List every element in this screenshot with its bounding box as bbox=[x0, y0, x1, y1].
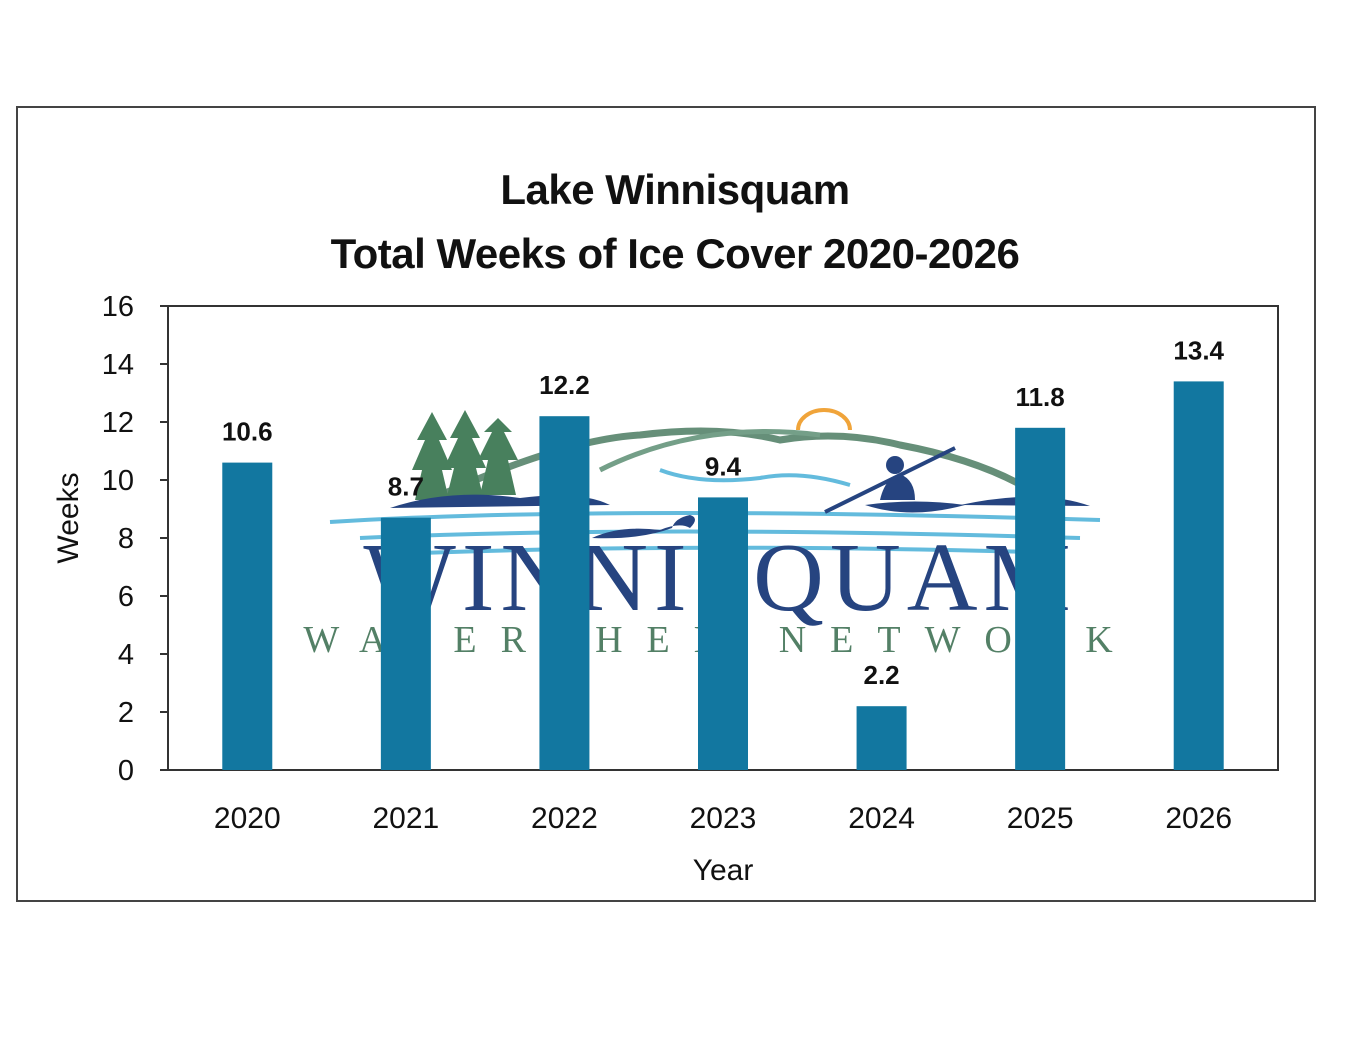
x-tick-label-2026: 2026 bbox=[1165, 802, 1232, 835]
bar-2023 bbox=[698, 497, 748, 770]
x-tick-label-2022: 2022 bbox=[531, 802, 598, 835]
bar-2020 bbox=[222, 462, 273, 770]
y-tick-label: 0 bbox=[118, 755, 134, 787]
y-tick-label: 6 bbox=[118, 581, 134, 613]
x-tick-label-2023: 2023 bbox=[690, 802, 757, 835]
data-label-2025: 11.8 bbox=[1016, 382, 1065, 412]
y-axis: 0 2 4 6 8 10 12 14 16 bbox=[102, 291, 168, 787]
sun-icon bbox=[796, 408, 852, 431]
bar-2022 bbox=[539, 416, 590, 770]
y-tick-label: 12 bbox=[102, 407, 134, 439]
x-tick-label-2021: 2021 bbox=[372, 802, 439, 835]
data-label-2021: 8.7 bbox=[388, 472, 424, 502]
data-labels: 10.6 8.7 12.2 9.4 2.2 11.8 13.4 bbox=[222, 335, 1225, 690]
data-label-2020: 10.6 bbox=[222, 417, 273, 447]
data-label-2023: 9.4 bbox=[705, 451, 742, 481]
x-tick-label-2020: 2020 bbox=[214, 802, 281, 835]
bar-2024 bbox=[856, 706, 907, 770]
y-tick-label: 14 bbox=[102, 349, 134, 381]
y-tick-label: 16 bbox=[102, 291, 134, 323]
chart-title: Lake Winnisquam bbox=[500, 166, 850, 213]
y-tick-label: 2 bbox=[118, 697, 134, 729]
loon-icon bbox=[592, 515, 695, 539]
bar-2026 bbox=[1173, 381, 1224, 770]
kayaker-icon bbox=[824, 446, 965, 514]
x-axis-title: Year bbox=[693, 854, 754, 887]
data-label-2022: 12.2 bbox=[539, 370, 590, 400]
x-tick-label-2024: 2024 bbox=[848, 802, 915, 835]
y-tick-label: 10 bbox=[102, 465, 134, 497]
chart-subtitle: Total Weeks of Ice Cover 2020-2026 bbox=[330, 230, 1020, 277]
y-tick-label: 4 bbox=[118, 639, 134, 671]
bar-2021 bbox=[380, 517, 431, 770]
data-label-2024: 2.2 bbox=[863, 660, 899, 690]
y-tick-label: 8 bbox=[118, 523, 134, 555]
x-tick-label-2025: 2025 bbox=[1007, 802, 1074, 835]
x-axis: 2020 2021 2022 2023 2024 2025 2026 bbox=[214, 802, 1232, 835]
data-label-2026: 13.4 bbox=[1173, 335, 1224, 365]
y-axis-title: Weeks bbox=[52, 472, 85, 563]
bar-2025 bbox=[1015, 427, 1066, 770]
pine-trees-icon bbox=[412, 410, 518, 500]
bar-series bbox=[222, 381, 1224, 770]
